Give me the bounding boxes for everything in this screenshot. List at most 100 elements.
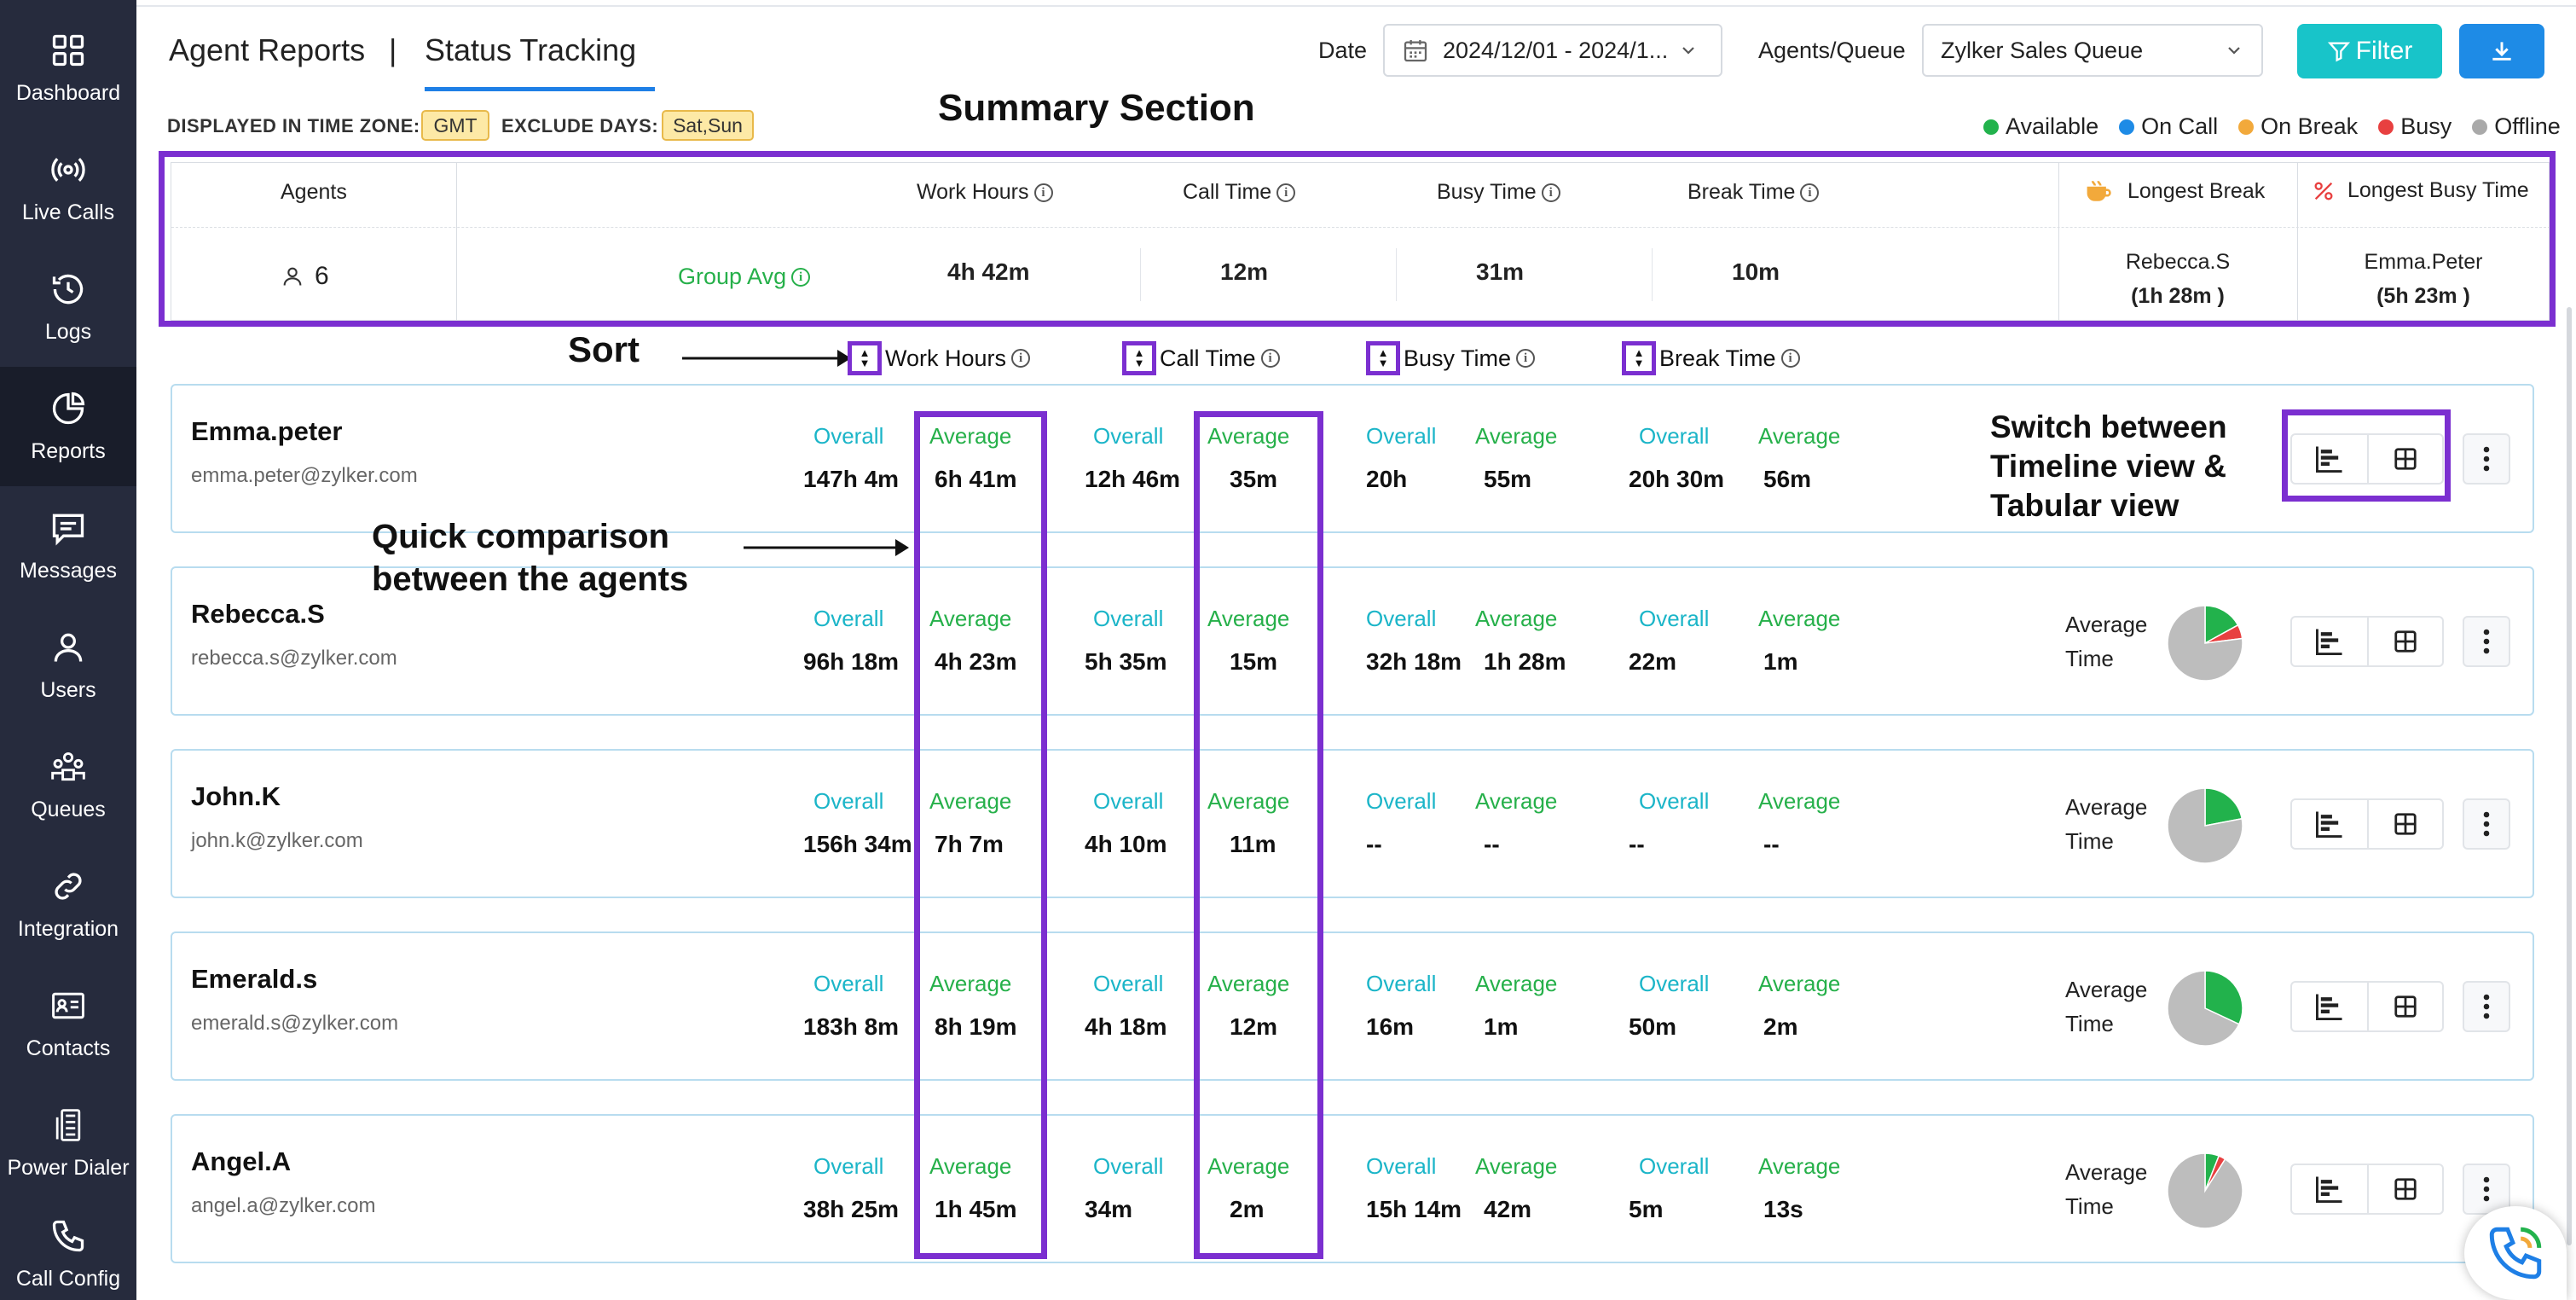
timeline-chart-icon <box>2316 1176 2342 1203</box>
agent-card[interactable]: John.K john.k@zylker.com Overall 156h 34m Av… <box>171 749 2534 898</box>
work-avg-value: 4h 23m <box>935 648 1017 675</box>
summary-busy-time-header: Busy Time i <box>1437 180 1560 205</box>
more-options-button[interactable] <box>2463 981 2510 1032</box>
info-icon[interactable]: i <box>1780 349 1800 368</box>
sort-call-time[interactable]: ▲ ▼ Call Time i <box>1122 341 1280 375</box>
overall-label: Overall <box>813 1153 884 1179</box>
nav-contacts[interactable]: Contacts <box>0 964 136 1083</box>
sort-icon[interactable]: ▲ ▼ <box>1622 341 1656 375</box>
agent-card[interactable]: Emma.peter emma.peter@zylker.com Overall 14… <box>171 384 2534 533</box>
info-icon[interactable]: i <box>1516 349 1536 368</box>
nav-reports[interactable]: Reports <box>0 367 136 486</box>
sort-icon[interactable]: ▲ ▼ <box>1366 341 1400 375</box>
timeline-view-button[interactable] <box>2292 435 2367 483</box>
info-icon[interactable]: i <box>1011 349 1031 368</box>
sort-break-time[interactable]: ▲ ▼ Break Time i <box>1622 341 1800 375</box>
nav-call-config[interactable]: Call Config <box>0 1194 136 1300</box>
agent-card[interactable]: Emerald.s emerald.s@zylker.com Overall 183h… <box>171 931 2534 1081</box>
break-overall-value: -- <box>1629 831 1645 857</box>
nav-power-dialer[interactable]: Power Dialer <box>0 1083 136 1203</box>
divider <box>171 227 2550 228</box>
nav-queues[interactable]: Queues <box>0 725 136 844</box>
timeline-view-button[interactable] <box>2292 1165 2367 1213</box>
agent-name: Angel.A <box>191 1146 292 1176</box>
tab-agent-reports[interactable]: Agent Reports <box>169 32 366 67</box>
more-options-button[interactable] <box>2463 798 2510 850</box>
average-label: Average <box>1758 788 1841 814</box>
tab-status-tracking[interactable]: Status Tracking <box>425 32 655 91</box>
work-avg-value: 7h 7m <box>935 831 1004 857</box>
annotation-summary-box <box>159 151 2556 327</box>
status-pie-chart[interactable] <box>2166 604 2244 682</box>
average-label: Average <box>1207 423 1290 449</box>
average-label: Average <box>1207 606 1290 631</box>
download-button[interactable] <box>2459 24 2544 78</box>
info-icon[interactable]: i <box>1276 183 1296 202</box>
legend-offline: Offline <box>2494 113 2561 139</box>
date-range-picker[interactable]: 2024/12/01 - 2024/1... <box>1383 24 1722 77</box>
tabular-view-button[interactable] <box>2367 800 2442 848</box>
tabular-view-button[interactable] <box>2367 435 2442 483</box>
more-options-button[interactable] <box>2463 433 2510 485</box>
exclude-days-label: EXCLUDE DAYS: <box>501 115 659 136</box>
sort-icon[interactable]: ▲ ▼ <box>1122 341 1156 375</box>
filter-button[interactable]: Filter <box>2297 24 2442 78</box>
average-label: Average <box>1475 606 1558 631</box>
pie-slice-offline <box>2167 605 2243 682</box>
nav-integration[interactable]: Integration <box>0 844 136 964</box>
status-pie-chart[interactable] <box>2166 1152 2244 1230</box>
divider <box>2058 163 2059 322</box>
sort-work-hours[interactable]: ▲ ▼ Work Hours i <box>848 341 1031 375</box>
nav-dashboard-label: Dashboard <box>15 80 121 105</box>
nav-messages[interactable]: Messages <box>0 486 136 606</box>
timezone-chip: GMT <box>421 110 489 141</box>
nav-dashboard[interactable]: Dashboard <box>0 9 136 128</box>
info-icon[interactable]: i <box>1260 349 1280 368</box>
tabular-view-button[interactable] <box>2367 983 2442 1030</box>
break-overall-value: 20h 30m <box>1629 466 1725 492</box>
more-options-button[interactable] <box>2463 616 2510 667</box>
info-icon[interactable]: i <box>1033 183 1053 202</box>
view-toggle <box>2290 1164 2444 1215</box>
phone-ringing-icon <box>2489 1227 2542 1280</box>
nav-logs-label: Logs <box>44 319 92 344</box>
no-entry-icon <box>2314 182 2333 200</box>
agent-name: John.K <box>191 781 281 811</box>
nav-users[interactable]: Users <box>0 606 136 725</box>
top-border <box>136 0 2576 7</box>
vertical-dots-icon <box>2483 629 2490 654</box>
info-icon[interactable]: i <box>1541 183 1560 202</box>
info-icon[interactable]: i <box>1800 183 1820 202</box>
annotation-quick-line2: between the agents <box>372 560 689 598</box>
timeline-view-button[interactable] <box>2292 983 2367 1030</box>
message-icon <box>52 514 84 545</box>
agent-card[interactable]: Rebecca.S rebecca.s@zylker.com Overall 96h … <box>171 566 2534 716</box>
agent-card[interactable]: Angel.A angel.a@zylker.com Overall 38h 25m A… <box>171 1114 2534 1263</box>
overall-label: Overall <box>813 971 884 996</box>
status-pie-chart[interactable] <box>2166 969 2244 1048</box>
busy-overall-value: 16m <box>1366 1013 1415 1040</box>
annotation-summary-section: Summary Section <box>938 87 1255 129</box>
overall-label: Overall <box>1093 1153 1164 1179</box>
divider <box>1396 248 1397 301</box>
phone-widget-button[interactable] <box>2464 1206 2567 1300</box>
overall-label: Overall <box>1366 1153 1437 1179</box>
tabular-view-button[interactable] <box>2367 618 2442 665</box>
pie-slice-available <box>2204 970 2243 1025</box>
summary-longest-busy-name: Emma.Peter <box>2364 250 2483 274</box>
info-icon[interactable]: i <box>791 267 811 287</box>
tabular-view-button[interactable] <box>2367 1165 2442 1213</box>
status-pie-chart[interactable] <box>2166 786 2244 865</box>
summary-call-time-value: 12m <box>1220 258 1269 285</box>
agents-queue-select[interactable]: Zylker Sales Queue <box>1922 24 2263 77</box>
nav-logs[interactable]: Logs <box>0 247 136 367</box>
nav-live-calls[interactable]: Live Calls <box>0 128 136 247</box>
summary-work-hours-header: Work Hours i <box>917 180 1053 205</box>
scrollbar[interactable] <box>2567 307 2572 1245</box>
sort-busy-time[interactable]: ▲ ▼ Busy Time i <box>1366 341 1536 375</box>
break-avg-value: 56m <box>1763 466 1812 492</box>
timeline-view-button[interactable] <box>2292 618 2367 665</box>
sort-icon[interactable]: ▲ ▼ <box>848 341 882 375</box>
summary-longest-break-label: Longest Break <box>2127 178 2266 203</box>
timeline-view-button[interactable] <box>2292 800 2367 848</box>
